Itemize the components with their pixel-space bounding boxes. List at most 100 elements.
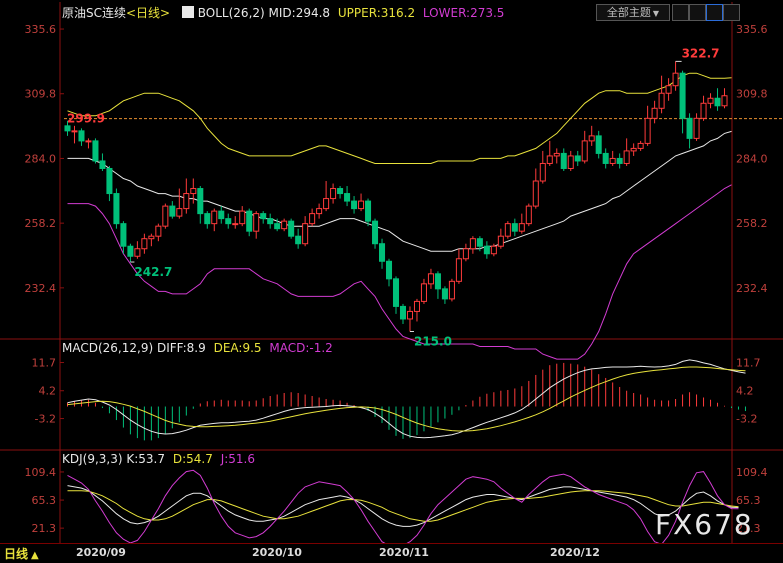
price-tick-label-left-1: 309.8 — [25, 88, 57, 101]
candle-body-82 — [638, 143, 643, 148]
candle-body-36 — [317, 209, 322, 214]
period-toggle-label: 日线 — [4, 547, 28, 561]
candle-body-62 — [498, 236, 503, 246]
candle-body-39 — [338, 189, 343, 194]
price-tick-label-right-4: 232.4 — [736, 282, 768, 295]
candle-body-29 — [268, 219, 273, 224]
x-axis-label-sep: 2020/09 — [76, 546, 126, 559]
candle-body-94 — [722, 96, 727, 106]
macd-tick-label-right-1: 4.2 — [736, 385, 754, 398]
candle-body-17 — [184, 194, 189, 209]
macd-tick-label-left-0: 11.7 — [32, 357, 57, 370]
price-tick-label-right-1: 309.8 — [736, 88, 768, 101]
price-tick-label-right-2: 284.0 — [736, 152, 768, 165]
candle-body-61 — [491, 246, 496, 254]
candle-body-67 — [533, 181, 538, 206]
candle-body-90 — [694, 118, 699, 138]
candle-body-92 — [708, 98, 713, 103]
candle-body-53 — [435, 274, 440, 289]
candle-body-70 — [554, 153, 559, 156]
candle-body-50 — [414, 301, 419, 311]
macd-tick-label-left-2: -3.2 — [35, 413, 56, 426]
crosshair-tool-icon[interactable] — [672, 4, 689, 21]
candle-body-59 — [477, 239, 482, 247]
candle-body-80 — [624, 151, 629, 164]
candle-body-49 — [407, 311, 412, 319]
candle-body-44 — [373, 221, 378, 244]
candle-body-31 — [282, 221, 287, 229]
candle-body-15 — [170, 206, 175, 216]
candle-14 — [163, 204, 168, 229]
candle-body-75 — [589, 136, 594, 141]
price-tick-label-right-3: 258.2 — [736, 217, 768, 230]
candle-body-58 — [470, 239, 475, 249]
candle-body-1 — [72, 131, 77, 132]
candle-body-52 — [428, 274, 433, 284]
period-toggle-button[interactable]: 日线▲ — [4, 545, 39, 562]
candle-body-56 — [456, 259, 461, 282]
candle-32 — [289, 219, 294, 239]
candle-body-83 — [645, 118, 650, 143]
candle-body-27 — [254, 214, 259, 232]
candle-body-64 — [512, 224, 517, 232]
candle-body-91 — [701, 103, 706, 118]
price-tick-label-left-0: 335.6 — [25, 23, 57, 36]
draw-tool-icon[interactable] — [706, 4, 723, 21]
annotation-3: 322.7 — [682, 46, 720, 60]
candle-body-19 — [198, 189, 203, 214]
candle-body-9 — [128, 246, 133, 256]
x-axis-label-nov: 2020/11 — [379, 546, 429, 559]
candle-body-5 — [100, 161, 105, 169]
settings-tool-icon[interactable] — [723, 4, 740, 21]
candle-body-42 — [359, 201, 364, 209]
candle-body-45 — [380, 244, 385, 262]
macd-label: MACD(26,12,9) — [62, 341, 153, 355]
candle-body-78 — [610, 158, 615, 163]
candle-body-88 — [680, 73, 685, 118]
period-label: <日线> — [126, 6, 170, 20]
candle-63 — [505, 221, 510, 239]
macd-tick-label-right-2: -3.2 — [736, 413, 757, 426]
candle-body-51 — [421, 284, 426, 302]
candle-body-7 — [114, 194, 119, 224]
instrument-title: 原油SC连续 — [62, 6, 126, 20]
chevron-down-icon: ▼ — [653, 9, 659, 18]
candle-body-65 — [519, 224, 524, 232]
boll-label: BOLL(26,2) — [198, 6, 265, 20]
kdj-tick-label-left-2: 21.3 — [32, 522, 57, 535]
theme-dropdown-label: 全部主题 — [607, 6, 651, 19]
candle-7 — [114, 189, 119, 229]
candle-body-37 — [324, 199, 329, 209]
macd-header: MACD(26,12,9) DIFF:8.9 DEA:9.5 MACD:-1.2 — [62, 341, 333, 355]
kdj-k: K:53.7 — [126, 452, 165, 466]
candle-body-38 — [331, 189, 336, 199]
candle-body-16 — [177, 209, 182, 217]
candle-body-24 — [233, 224, 238, 225]
candle-body-69 — [547, 156, 552, 164]
candle-66 — [526, 204, 531, 227]
price-tick-label-left-2: 284.0 — [25, 152, 57, 165]
candle-body-47 — [393, 279, 398, 307]
boll-mid: MID:294.8 — [269, 6, 331, 20]
candle-body-57 — [463, 249, 468, 259]
theme-dropdown-button[interactable]: 全部主题▼ — [596, 4, 670, 21]
boll-lower: LOWER:273.5 — [423, 6, 505, 20]
candle-body-68 — [540, 163, 545, 181]
candle-body-33 — [296, 236, 301, 244]
candle-body-71 — [561, 153, 566, 168]
candle-body-60 — [484, 246, 489, 254]
candle-body-46 — [386, 261, 391, 279]
macd-tick-label-left-1: 4.2 — [39, 385, 57, 398]
kdj-label: KDJ(9,3,3) — [62, 452, 123, 466]
candle-body-74 — [582, 141, 587, 161]
annotation-0: 299.9 — [67, 112, 105, 126]
candle-body-54 — [442, 289, 447, 299]
candle-body-43 — [366, 201, 371, 221]
candle-body-32 — [289, 221, 294, 236]
candle-body-34 — [303, 224, 308, 244]
grid-tool-icon[interactable] — [689, 4, 706, 21]
candle-body-86 — [666, 86, 671, 94]
candle-body-48 — [400, 306, 405, 319]
price-tick-label-right-0: 335.6 — [736, 23, 768, 36]
kdj-tick-label-right-1: 65.3 — [736, 494, 761, 507]
